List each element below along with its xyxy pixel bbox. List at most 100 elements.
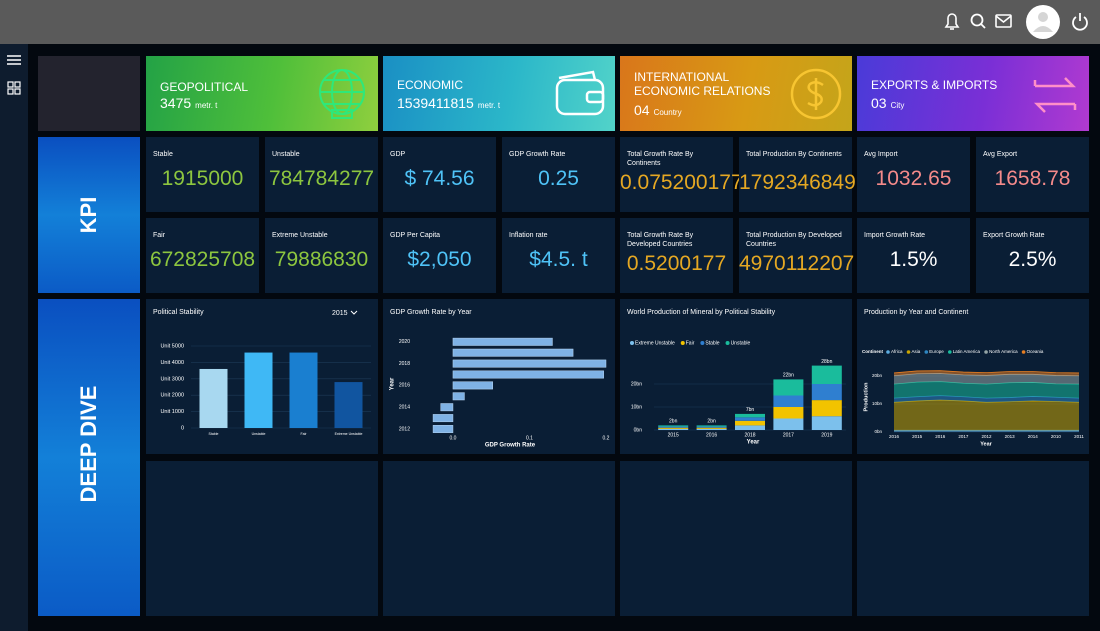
- legend-swatch: [984, 350, 988, 354]
- kpi-label: Total Growth Rate By Developed Countries: [627, 232, 694, 248]
- x-tick-label: 2014: [1028, 434, 1039, 439]
- bar-segment: [811, 416, 842, 430]
- area: [894, 381, 1079, 399]
- kpi-tile[interactable]: GDP Growth Rate 0.25: [502, 137, 615, 212]
- bar: [199, 368, 228, 428]
- y-tick-label: 20bn: [631, 381, 642, 387]
- legend-swatch: [630, 341, 634, 345]
- x-tick-label: 2019: [821, 432, 832, 438]
- card-title: GEOPOLITICAL: [160, 80, 249, 94]
- x-tick-label: Extreme Unstable: [335, 432, 363, 436]
- kpi-value: $2,050: [407, 248, 472, 271]
- empty-tile: [383, 461, 615, 616]
- top-bar: [0, 0, 1100, 44]
- mail-icon[interactable]: [995, 14, 1012, 28]
- kpi-value: 1792346849: [739, 171, 856, 194]
- kpi-label: GDP: [390, 151, 406, 158]
- dollar-icon: [790, 68, 842, 120]
- kpi-tile[interactable]: Avg Import 1032.65: [857, 137, 970, 212]
- power-icon[interactable]: [1072, 13, 1088, 31]
- kpi-tile[interactable]: Export Growth Rate 2.5%: [976, 218, 1089, 293]
- kpi-tile[interactable]: Avg Export 1658.78: [976, 137, 1089, 212]
- chart-title: World Production of Mineral by Political…: [627, 309, 776, 316]
- kpi-label: GDP Per Capita: [390, 232, 441, 239]
- chart: Production by Year and Continent Continen…: [862, 309, 1084, 448]
- bar-segment: [773, 418, 804, 430]
- search-icon[interactable]: [970, 13, 986, 29]
- exchange-icon: [1033, 77, 1077, 113]
- bar: [334, 382, 363, 428]
- area: [894, 400, 1079, 431]
- card-value: 04: [634, 102, 650, 118]
- bar: [452, 381, 493, 390]
- y-tick-label: Unit 4000: [160, 360, 184, 366]
- legend-title: Continent: [862, 349, 883, 354]
- kpi-label: Avg Import: [864, 151, 898, 158]
- kpi-tile[interactable]: Total Growth Rate By Developed Countries…: [620, 218, 733, 293]
- legend-label: Europe: [929, 349, 944, 354]
- x-tick-label: Stable: [209, 432, 219, 436]
- card-title: INTERNATIONAL ECONOMIC RELATIONS: [634, 70, 771, 98]
- section-title: DEEP DIVE: [76, 385, 101, 503]
- header-card[interactable]: GEOPOLITICAL 3475 metr. t: [146, 56, 378, 131]
- kpi-section-label: KPI: [38, 137, 140, 293]
- kpi-tile[interactable]: Total Growth Rate By Continents 0.0752001…: [620, 137, 743, 212]
- legend-label: Stable: [705, 340, 719, 346]
- kpi-value: $ 74.56: [404, 167, 475, 190]
- kpi-tile[interactable]: GDP $ 74.56: [383, 137, 496, 212]
- total-label: 28bn: [821, 359, 832, 365]
- card-unit: City: [890, 101, 905, 110]
- header-card[interactable]: ECONOMIC 1539411815 metr. t: [383, 56, 615, 131]
- x-tick-label: 2011: [1074, 434, 1084, 439]
- notifications-icon[interactable]: [944, 13, 960, 30]
- legend-label: Africa: [891, 349, 903, 354]
- y-tick-label: Unit 2000: [160, 393, 184, 399]
- bar-segment: [696, 425, 727, 427]
- kpi-tile[interactable]: Total Production By Continents 1792346849: [739, 137, 856, 212]
- bar-segment: [773, 379, 804, 396]
- card-title: ECONOMIC: [397, 78, 463, 92]
- empty-tile: [146, 461, 378, 616]
- x-tick-label: 0.2: [603, 435, 610, 441]
- empty-tile: [620, 461, 852, 616]
- filter-dropdown[interactable]: 2015: [332, 310, 358, 317]
- legend-label: Oceania: [1027, 349, 1044, 354]
- total-label: 2bn: [669, 419, 678, 425]
- empty-tile: [857, 461, 1089, 616]
- card-title: EXPORTS & IMPORTS: [871, 78, 998, 92]
- kpi-tile[interactable]: Fair 672825708: [146, 218, 259, 293]
- kpi-tile[interactable]: Unstable 784784277: [265, 137, 378, 212]
- user-avatar[interactable]: [1026, 5, 1060, 39]
- chart-tile: Production by Year and Continent Continen…: [857, 299, 1089, 454]
- top-bar-icons: [944, 5, 1088, 39]
- kpi-tile[interactable]: GDP Per Capita $2,050: [383, 218, 496, 293]
- y-tick-label: Unit 3000: [160, 376, 184, 382]
- card-value: 1539411815: [397, 95, 474, 111]
- kpi-tile[interactable]: Stable 1915000: [146, 137, 259, 212]
- kpi-tile[interactable]: Extreme Unstable 79886830: [265, 218, 378, 293]
- header-card[interactable]: EXPORTS & IMPORTS 03 City: [857, 56, 1089, 131]
- card-unit: metr. t: [195, 101, 218, 110]
- legend-label: Asia: [912, 349, 921, 354]
- chart-tile: Political Stability 2015 0 Unit 1000 Unit 20…: [146, 299, 378, 454]
- y-tick-label: 10bn: [872, 401, 883, 406]
- kpi-tile[interactable]: Total Production By Developed Countries 4…: [739, 218, 854, 293]
- dropdown-chevron: [350, 310, 358, 315]
- kpi-tile[interactable]: Import Growth Rate 1.5%: [857, 218, 970, 293]
- x-axis-title: Year: [747, 440, 760, 446]
- logo-placeholder: [38, 56, 140, 131]
- x-tick-label: Fair: [300, 432, 307, 436]
- kpi-label: Total Production By Continents: [746, 151, 842, 158]
- menu-icon[interactable]: [7, 55, 21, 65]
- wallet-icon: [555, 70, 605, 116]
- kpi-label: Stable: [153, 151, 173, 158]
- bar: [452, 348, 574, 357]
- bar-segment: [696, 426, 727, 428]
- kpi-tile[interactable]: Inflation rate $4.5. t: [502, 218, 615, 293]
- bar-segment: [811, 400, 842, 417]
- kpi-label: Total Production By Developed Countries: [746, 232, 842, 248]
- x-tick-label: 2016: [706, 432, 717, 438]
- header-card[interactable]: INTERNATIONAL ECONOMIC RELATIONS 04 Count…: [620, 56, 852, 131]
- dashboard-icon[interactable]: [7, 81, 21, 95]
- y-tick-label: 2018: [399, 361, 410, 367]
